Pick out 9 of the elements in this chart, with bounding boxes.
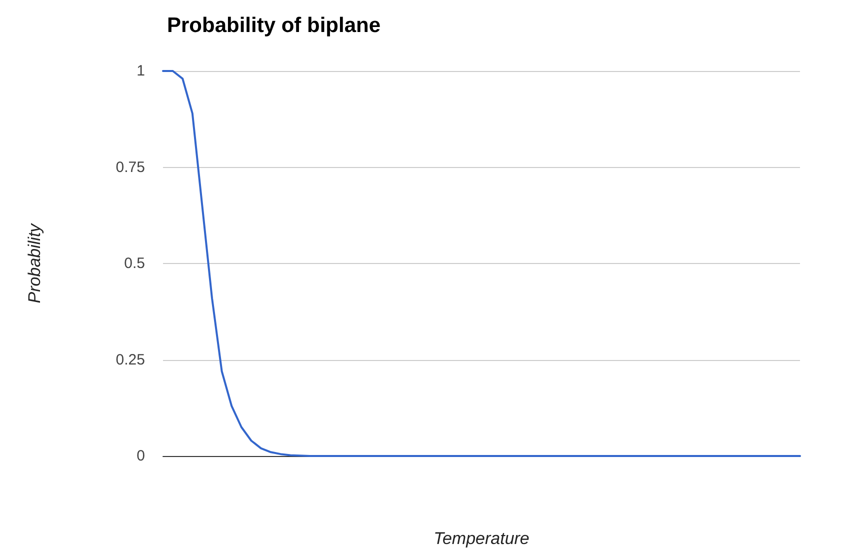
x-axis-title: Temperature (434, 529, 530, 548)
y-tick-label: 0 (136, 448, 145, 464)
y-tick-label: 0.5 (124, 255, 145, 272)
line-series (162, 70, 801, 457)
y-tick-label: 1 (136, 62, 145, 80)
chart-title: Probability of biplane (167, 14, 381, 37)
y-axis-title: Probability (25, 222, 44, 304)
y-tick-label: 0.75 (116, 158, 145, 176)
y-tick-label: 0.25 (116, 351, 145, 368)
